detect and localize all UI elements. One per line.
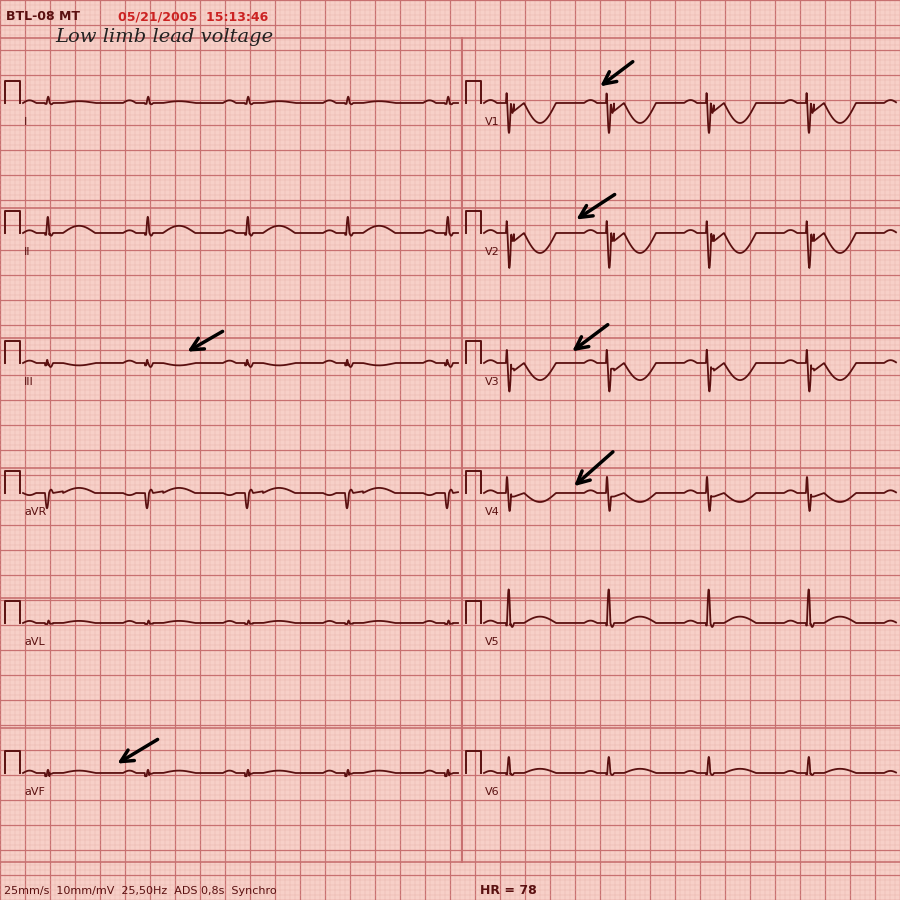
Text: BTL-08 MT: BTL-08 MT <box>6 10 80 23</box>
Text: V4: V4 <box>485 507 500 517</box>
Text: V6: V6 <box>485 787 500 797</box>
Text: aVR: aVR <box>24 507 46 517</box>
Text: V2: V2 <box>485 247 500 257</box>
Text: 25mm/s  10mm/mV  25,50Hz  ADS 0,8s  Synchro: 25mm/s 10mm/mV 25,50Hz ADS 0,8s Synchro <box>4 886 276 896</box>
Text: V3: V3 <box>485 377 500 387</box>
Text: I: I <box>24 117 27 127</box>
Text: 05/21/2005  15:13:46: 05/21/2005 15:13:46 <box>118 10 268 23</box>
Text: II: II <box>24 247 31 257</box>
Text: aVL: aVL <box>24 637 45 647</box>
Text: aVF: aVF <box>24 787 45 797</box>
Text: V5: V5 <box>485 637 500 647</box>
Text: HR = 78: HR = 78 <box>480 884 536 897</box>
Text: V1: V1 <box>485 117 500 127</box>
Text: III: III <box>24 377 34 387</box>
Text: Low limb lead voltage: Low limb lead voltage <box>55 28 273 46</box>
